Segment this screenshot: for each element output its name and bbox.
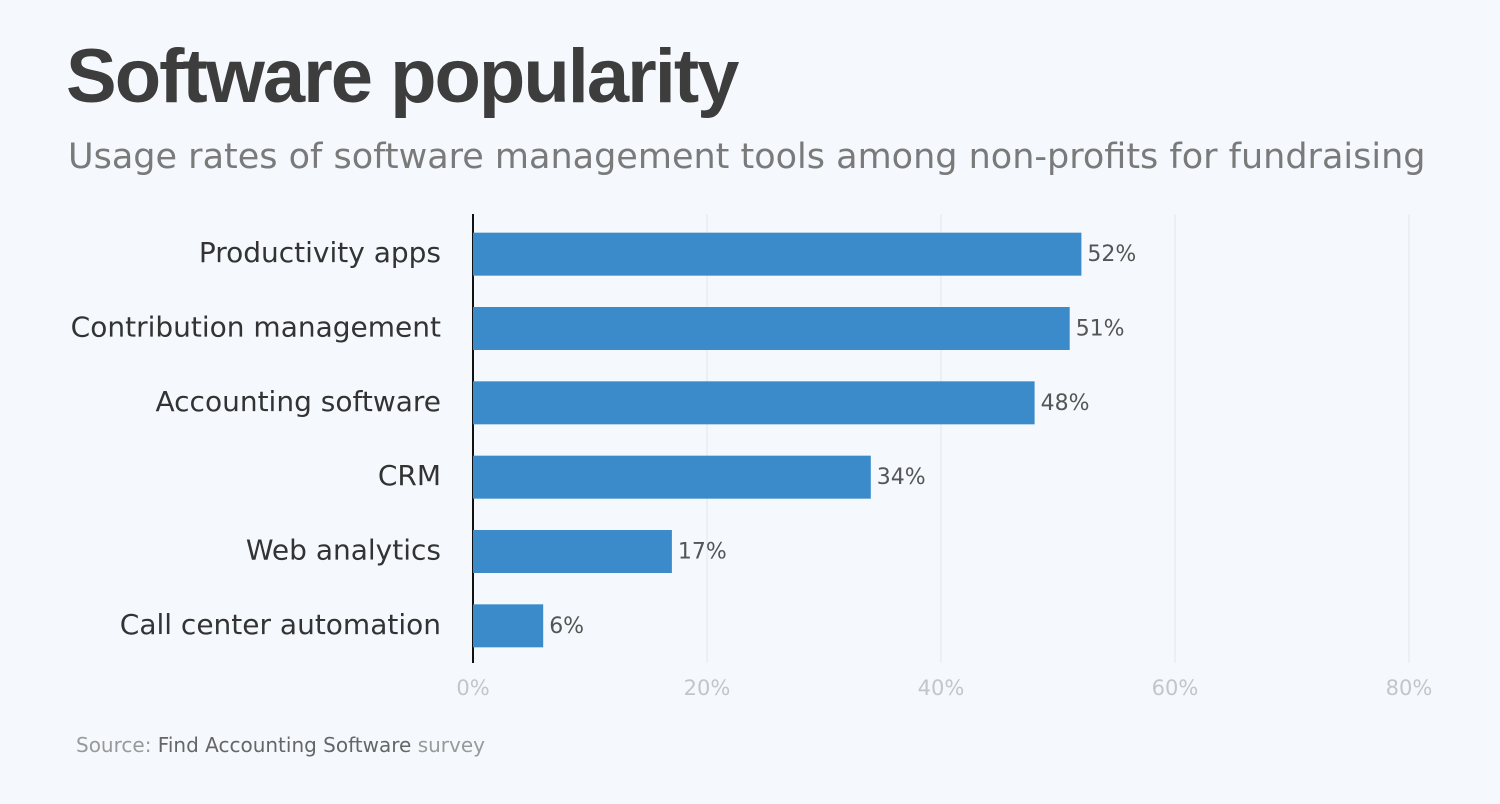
- value-label: 17%: [678, 540, 727, 565]
- bar: [473, 604, 544, 648]
- x-tick-label: 60%: [1152, 676, 1199, 700]
- source-suffix: survey: [418, 733, 485, 757]
- x-tick-label: 0%: [456, 676, 489, 700]
- bar: [473, 455, 871, 499]
- source-prefix: Source:: [76, 733, 151, 757]
- y-tick-label: Web analytics: [246, 534, 441, 567]
- bar: [473, 232, 1082, 276]
- bar: [473, 381, 1035, 425]
- chart-subtitle: Usage rates of software management tools…: [68, 137, 1425, 177]
- x-tick-label: 20%: [684, 676, 731, 700]
- chart-title: Software popularity: [66, 34, 739, 119]
- y-tick-label: Productivity apps: [199, 236, 441, 269]
- x-tick-label: 80%: [1386, 676, 1433, 700]
- y-tick-label: Contribution management: [71, 311, 441, 344]
- bar: [473, 307, 1070, 350]
- x-tick-label: 40%: [918, 676, 965, 700]
- y-tick-label: CRM: [378, 459, 441, 492]
- value-label: 48%: [1041, 391, 1090, 416]
- value-label: 51%: [1076, 317, 1125, 342]
- value-label: 52%: [1087, 242, 1136, 267]
- y-tick-label: Call center automation: [120, 608, 441, 641]
- bar: [473, 530, 672, 573]
- source-note: Source: Find Accounting Software survey: [76, 733, 485, 757]
- value-label: 34%: [877, 465, 926, 490]
- value-label: 6%: [549, 614, 584, 639]
- y-tick-label: Accounting software: [156, 385, 442, 418]
- source-name: Find Accounting Software: [158, 733, 412, 757]
